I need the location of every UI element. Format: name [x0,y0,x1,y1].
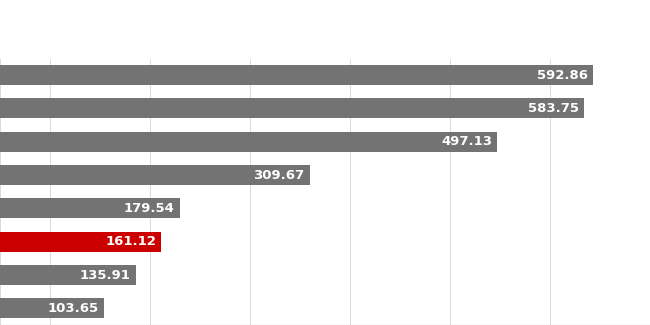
Text: A: A [24,15,47,44]
Text: Cinebench R15 - Multi-Threaded Benchmark: Cinebench R15 - Multi-Threaded Benchmark [75,16,650,40]
Text: 135.91: 135.91 [80,268,131,281]
Text: 309.67: 309.67 [254,169,305,182]
Bar [0,298,103,318]
Text: 583.75: 583.75 [528,102,578,115]
Bar [0,165,309,185]
Bar [0,232,161,252]
Text: 497.13: 497.13 [441,135,492,148]
Bar [0,98,584,119]
Bar [0,198,179,218]
Text: 179.54: 179.54 [124,202,175,215]
Text: 592.86: 592.86 [537,69,588,82]
Bar [0,132,497,152]
Bar [0,265,136,285]
Text: 103.65: 103.65 [47,302,99,315]
Text: 161.12: 161.12 [105,235,156,248]
Bar [0,65,593,85]
Text: Score in PTS - Higher is Better: Score in PTS - Higher is Better [75,44,306,59]
